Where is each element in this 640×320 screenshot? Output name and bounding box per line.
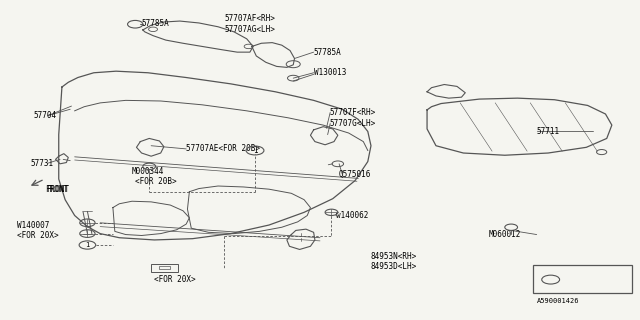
Text: 57785A: 57785A [141, 19, 170, 28]
Text: 84953D<LH>: 84953D<LH> [371, 262, 417, 271]
Text: 57742: 57742 [154, 265, 177, 274]
Text: W140007: W140007 [563, 275, 596, 284]
Text: M000344: M000344 [132, 167, 164, 176]
Text: 84953N<RH>: 84953N<RH> [371, 252, 417, 261]
Text: 57731: 57731 [30, 159, 53, 168]
FancyBboxPatch shape [534, 265, 632, 293]
Text: 1: 1 [253, 146, 257, 155]
Text: 57707AE<FOR 20B>: 57707AE<FOR 20B> [186, 144, 260, 153]
Text: W130013: W130013 [314, 68, 346, 77]
Bar [151, 264, 178, 272]
Text: <FOR 20B>: <FOR 20B> [135, 177, 177, 186]
Text: 57707F<RH>: 57707F<RH> [330, 108, 376, 117]
Text: 57707G<LH>: 57707G<LH> [330, 119, 376, 128]
Text: 57707AF<RH>: 57707AF<RH> [225, 14, 275, 23]
Text: 1: 1 [85, 242, 90, 248]
Text: Q575016: Q575016 [339, 170, 371, 179]
Text: M060012: M060012 [489, 230, 521, 239]
Text: <FOR 20X>: <FOR 20X> [154, 276, 196, 284]
Bar [159, 266, 170, 269]
Text: 57704: 57704 [33, 111, 56, 120]
Text: W140007: W140007 [17, 220, 50, 229]
Text: 1: 1 [548, 275, 553, 284]
Text: 57707AG<LH>: 57707AG<LH> [225, 25, 275, 35]
Text: 57711: 57711 [537, 127, 560, 136]
Text: FRONT: FRONT [45, 185, 68, 194]
Text: FRONT: FRONT [46, 185, 69, 194]
Text: 57785A: 57785A [314, 48, 341, 57]
Text: A590001426: A590001426 [537, 298, 579, 304]
Text: <FOR 20X>: <FOR 20X> [17, 231, 59, 240]
Text: w140062: w140062 [336, 211, 368, 220]
